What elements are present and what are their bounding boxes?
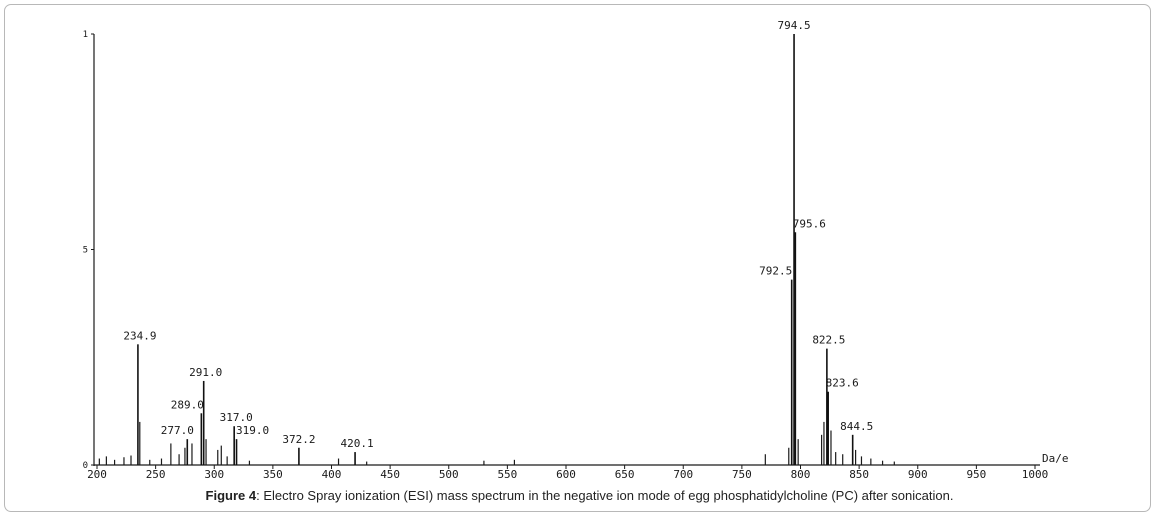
x-axis-unit-label: Da/e bbox=[1042, 452, 1069, 465]
x-tick-label: 900 bbox=[908, 468, 928, 481]
x-tick-label: 800 bbox=[791, 468, 811, 481]
peak-label: 794.5 bbox=[777, 19, 810, 32]
peak-label: 420.1 bbox=[341, 437, 374, 450]
x-tick-label: 200 bbox=[87, 468, 107, 481]
peak-label: 234.9 bbox=[123, 329, 156, 342]
peak-label: 291.0 bbox=[189, 366, 222, 379]
x-tick-label: 450 bbox=[380, 468, 400, 481]
peak-label: 844.5 bbox=[840, 420, 873, 433]
peak-label: 792.5 bbox=[759, 265, 792, 278]
x-tick-label: 550 bbox=[497, 468, 517, 481]
peak-label: 289.0 bbox=[171, 398, 204, 411]
x-tick-label: 750 bbox=[732, 468, 752, 481]
peak-label: 822.5 bbox=[812, 334, 845, 347]
figure-caption: Figure 4: Electro Spray ionization (ESI)… bbox=[0, 488, 1159, 503]
x-tick-label: 650 bbox=[615, 468, 635, 481]
x-tick-label: 850 bbox=[849, 468, 869, 481]
x-ticks: 200 250 300 350 400 450 500 550 600 650 700 750 800 8… bbox=[87, 465, 1048, 481]
peak-label: 319.0 bbox=[236, 424, 269, 437]
figure-caption-text: : Electro Spray ionization (ESI) mass sp… bbox=[256, 488, 954, 503]
peak-label: 372.2 bbox=[282, 433, 315, 446]
x-tick-label: 500 bbox=[439, 468, 459, 481]
x-tick-label: 950 bbox=[966, 468, 986, 481]
x-tick-label: 400 bbox=[322, 468, 342, 481]
x-tick-label: 300 bbox=[204, 468, 224, 481]
peak-label: 823.6 bbox=[826, 377, 859, 390]
peak-label: 277.0 bbox=[161, 424, 194, 437]
peak-label: 795.6 bbox=[793, 217, 826, 230]
figure-frame bbox=[4, 4, 1151, 512]
chart-axes bbox=[93, 34, 1040, 466]
x-tick-label: 600 bbox=[556, 468, 576, 481]
x-tick-label: 250 bbox=[146, 468, 166, 481]
y-ticks: 0 5 1 bbox=[83, 30, 94, 471]
minor-peaks bbox=[98, 421, 895, 465]
x-tick-label: 700 bbox=[673, 468, 693, 481]
figure-caption-label: Figure 4 bbox=[205, 488, 257, 503]
x-tick-label: 1000 bbox=[1022, 468, 1049, 481]
peak-label: 317.0 bbox=[220, 411, 253, 424]
x-tick-label: 350 bbox=[263, 468, 283, 481]
y-tick-label: 0 bbox=[83, 461, 88, 471]
y-tick-label: 1 bbox=[83, 30, 88, 40]
y-tick-label: 5 bbox=[83, 246, 88, 256]
